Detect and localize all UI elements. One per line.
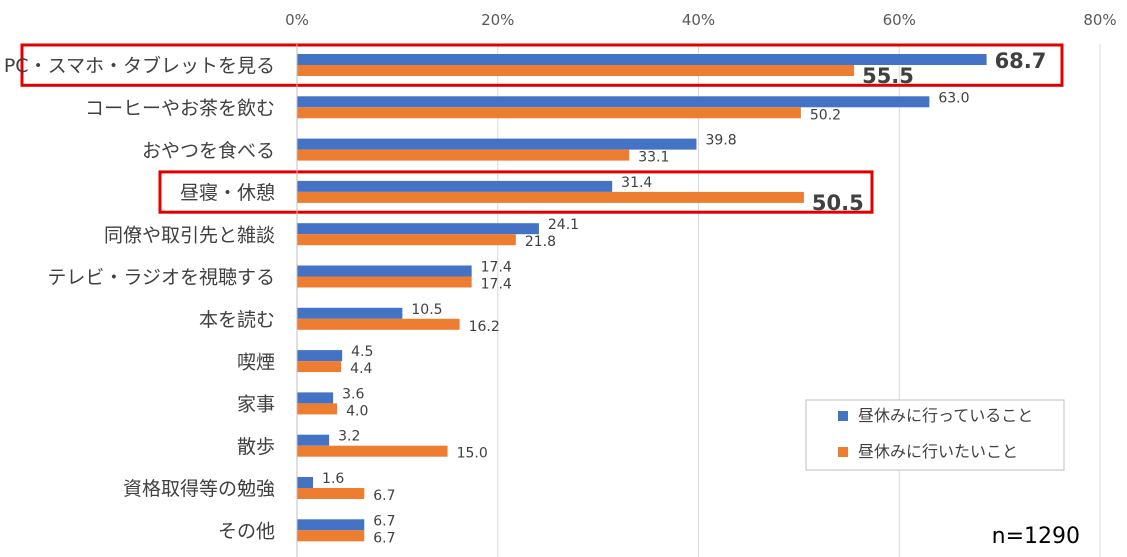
x-tick-label: 40%: [682, 11, 715, 29]
category-label: 喫煙: [237, 351, 275, 373]
bar: [297, 361, 342, 373]
bar: [297, 96, 930, 108]
data-label: 68.7: [995, 49, 1047, 73]
legend: 昼休みに行っていること 昼休みに行いたいこと: [805, 399, 1065, 471]
data-label: 4.4: [350, 361, 372, 377]
data-label: 39.8: [705, 133, 736, 149]
bar: [297, 265, 472, 277]
category-label: PC・スマホ・タブレットを見る: [4, 54, 275, 77]
x-axis-ticks: 0% 20% 40% 60% 80%: [285, 11, 1117, 29]
data-label: 17.4: [481, 277, 512, 293]
bars: [297, 54, 987, 542]
data-label: 3.6: [342, 386, 364, 402]
data-label: 31.4: [621, 175, 652, 191]
data-label: 63.0: [938, 90, 969, 106]
highlight-box: [20, 43, 1064, 87]
bar: [297, 392, 334, 404]
data-label: 1.6: [322, 471, 344, 487]
category-labels: PC・スマホ・タブレットを見るコーヒーやお茶を飲むおやつを食べる昼寝・休憩同僚や…: [4, 54, 275, 542]
category-label: 同僚や取引先と雑談: [104, 224, 275, 246]
legend-label-current: 昼休みに行っていること: [858, 406, 1033, 425]
data-label: 33.1: [638, 150, 669, 166]
data-label: 50.2: [810, 107, 841, 123]
data-label: 24.1: [548, 217, 579, 233]
category-label: 昼寝・休憩: [180, 182, 275, 204]
data-label: 15.0: [457, 446, 488, 462]
x-tick-label: 60%: [883, 11, 916, 29]
bar: [297, 445, 448, 457]
bar: [297, 149, 630, 161]
category-label: テレビ・ラジオを視聴する: [47, 267, 275, 289]
category-label: おやつを食べる: [142, 140, 275, 162]
data-label: 3.2: [338, 429, 360, 445]
data-label: 21.8: [525, 234, 556, 250]
data-label: 10.5: [411, 302, 442, 318]
bar: [297, 234, 516, 246]
category-label: 家事: [237, 394, 275, 416]
legend-box: [805, 399, 1065, 471]
legend-swatch-current: [838, 411, 848, 421]
data-label: 4.5: [351, 344, 373, 360]
bar: [297, 403, 338, 415]
data-label: 55.5: [862, 64, 914, 88]
bar: [297, 350, 343, 362]
data-label: 4.0: [346, 403, 368, 419]
bar: [297, 530, 365, 542]
data-label: 50.5: [812, 191, 864, 215]
bar: [297, 65, 855, 76]
legend-swatch-desired: [838, 447, 848, 457]
bar: [297, 434, 330, 446]
data-labels: 68.7 55.5 63.0 50.2 39.8 33.1 31.4 50.5 24.121.8…: [322, 49, 1046, 546]
sample-size-note: n=1290: [992, 524, 1080, 549]
category-label: 本を読む: [199, 309, 275, 331]
data-label: 6.7: [373, 488, 395, 504]
x-tick-label: 20%: [481, 11, 514, 29]
data-label: 6.7: [373, 530, 395, 546]
category-label: 資格取得等の勉強: [123, 478, 275, 500]
bar: [297, 138, 697, 150]
x-tick-label: 0%: [285, 11, 309, 29]
bar: [297, 519, 365, 531]
highlight-boxes: [20, 43, 1064, 214]
highlight-box: [158, 170, 874, 214]
bar: [297, 276, 472, 288]
bar: [297, 180, 613, 192]
x-tick-label: 80%: [1083, 11, 1116, 29]
bar: [297, 54, 987, 65]
bar: [297, 318, 460, 330]
category-label: コーヒーやお茶を飲む: [85, 97, 275, 119]
category-label: 散歩: [237, 436, 275, 458]
bar: [297, 223, 539, 235]
bar: [297, 307, 403, 319]
data-label: 16.2: [469, 319, 500, 335]
data-label: 17.4: [481, 260, 512, 276]
bar: [297, 488, 365, 499]
data-label: 6.7: [373, 513, 395, 529]
bar: [297, 107, 801, 119]
grid-lines: [497, 44, 1101, 557]
category-label: その他: [218, 520, 275, 542]
legend-label-desired: 昼休みに行いたいこと: [858, 442, 1018, 461]
bar: [297, 191, 804, 203]
bar: [297, 477, 314, 488]
